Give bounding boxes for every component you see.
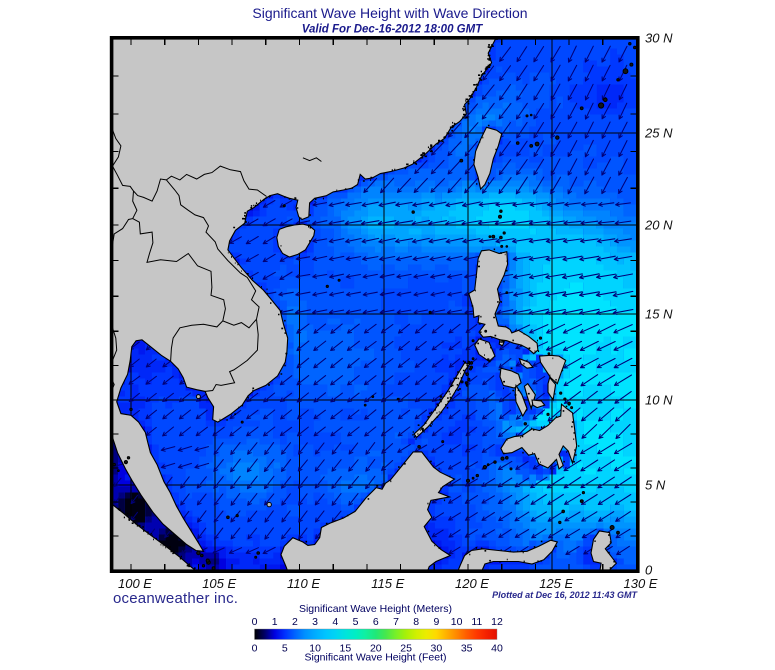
svg-text:9: 9 <box>433 616 439 628</box>
svg-text:7: 7 <box>393 616 399 628</box>
svg-text:5 N: 5 N <box>645 478 666 493</box>
svg-text:5: 5 <box>353 616 359 628</box>
svg-text:Valid For Dec-16-2012 18:00 GM: Valid For Dec-16-2012 18:00 GMT <box>302 24 483 36</box>
svg-text:Significant Wave Height (Meter: Significant Wave Height (Meters) <box>299 603 452 615</box>
svg-text:110 E: 110 E <box>287 576 320 591</box>
svg-text:10 N: 10 N <box>645 393 673 408</box>
svg-text:120 E: 120 E <box>455 576 489 591</box>
svg-text:2: 2 <box>292 616 298 628</box>
svg-text:1: 1 <box>272 616 278 628</box>
svg-text:30 N: 30 N <box>645 31 673 46</box>
svg-text:Significant Wave Height with W: Significant Wave Height with Wave Direct… <box>252 5 527 21</box>
svg-text:25 N: 25 N <box>644 126 673 141</box>
svg-text:Significant Wave Height (Feet): Significant Wave Height (Feet) <box>304 652 446 664</box>
svg-text:105 E: 105 E <box>202 576 236 591</box>
svg-text:10: 10 <box>451 616 463 628</box>
svg-text:4: 4 <box>332 616 338 628</box>
svg-text:0: 0 <box>252 616 258 628</box>
svg-text:11: 11 <box>471 616 482 628</box>
svg-text:3: 3 <box>312 616 318 628</box>
svg-text:0: 0 <box>252 643 258 655</box>
svg-text:12: 12 <box>491 616 503 628</box>
svg-text:oceanweather inc.: oceanweather inc. <box>113 590 238 607</box>
svg-text:5: 5 <box>282 643 288 655</box>
svg-text:40: 40 <box>491 643 503 655</box>
svg-text:8: 8 <box>413 616 419 628</box>
svg-text:130 E: 130 E <box>624 576 658 591</box>
svg-text:6: 6 <box>373 616 379 628</box>
svg-text:Plotted at Dec 16, 2012 11:43: Plotted at Dec 16, 2012 11:43 GMT <box>492 590 638 600</box>
svg-text:15 N: 15 N <box>645 307 673 322</box>
svg-text:35: 35 <box>461 643 473 655</box>
svg-text:100 E: 100 E <box>118 576 152 591</box>
svg-text:125 E: 125 E <box>539 576 573 591</box>
svg-text:20 N: 20 N <box>644 218 673 233</box>
svg-text:115 E: 115 E <box>371 576 404 591</box>
svg-text:0: 0 <box>645 563 653 578</box>
